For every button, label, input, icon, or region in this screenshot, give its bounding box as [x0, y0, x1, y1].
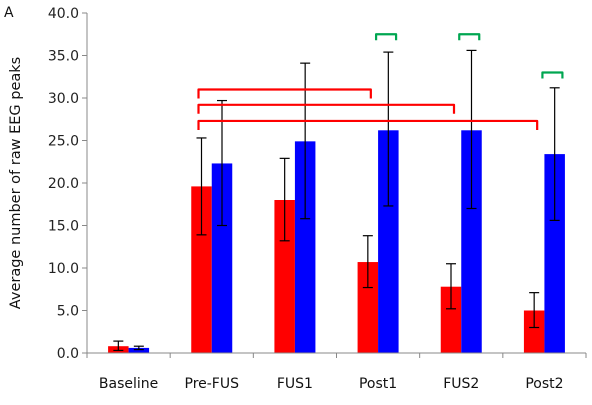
panel-label: A	[4, 5, 14, 21]
x-category-label: Pre-FUS	[185, 376, 240, 392]
y-axis: 0.0 5.0 10.0 15.0 20.0 25.0 30.0 35.0 40.0	[48, 6, 88, 362]
bar-blue	[461, 130, 482, 353]
bar-blue	[294, 141, 316, 353]
bar-red	[357, 262, 379, 353]
bar-red	[274, 200, 295, 353]
x-category-label: Post1	[359, 376, 397, 392]
x-category-label: FUS2	[443, 376, 479, 392]
x-axis: Baseline Pre-FUS FUS1 Post1 FUS2 Post2	[86, 352, 587, 392]
bar-blue	[211, 163, 233, 353]
x-category-label: Baseline	[99, 376, 158, 392]
significance-bracket-red	[197, 103, 456, 114]
y-tick-label: 10.0	[48, 261, 79, 277]
bars-group	[108, 130, 565, 353]
bar-red	[440, 286, 462, 353]
significance-brackets	[197, 33, 564, 130]
x-category-label: FUS1	[277, 376, 313, 392]
y-tick-label: 35.0	[48, 49, 79, 65]
y-tick-label: 40.0	[48, 6, 79, 22]
bar-blue	[128, 347, 150, 353]
bar-red	[191, 186, 212, 353]
y-tick-label: 15.0	[48, 219, 79, 235]
bar-blue	[378, 130, 399, 353]
y-tick-label: 25.0	[48, 134, 79, 150]
significance-bracket-green	[541, 71, 564, 79]
significance-bracket-green	[458, 33, 481, 41]
y-tick-label: 20.0	[48, 176, 79, 192]
y-axis-title: Average number of raw EEG peaks	[8, 57, 24, 309]
y-tick-label: 5.0	[57, 304, 79, 320]
significance-bracket-green	[374, 33, 398, 41]
y-tick-label: 30.0	[48, 91, 79, 107]
error-bars-group	[113, 49, 560, 352]
significance-bracket-red	[197, 119, 539, 130]
bar-blue	[544, 154, 565, 353]
bar-red	[523, 310, 545, 353]
y-tick-label: 0.0	[57, 346, 79, 362]
significance-bracket-red	[197, 88, 372, 99]
x-category-label: Post2	[525, 376, 563, 392]
